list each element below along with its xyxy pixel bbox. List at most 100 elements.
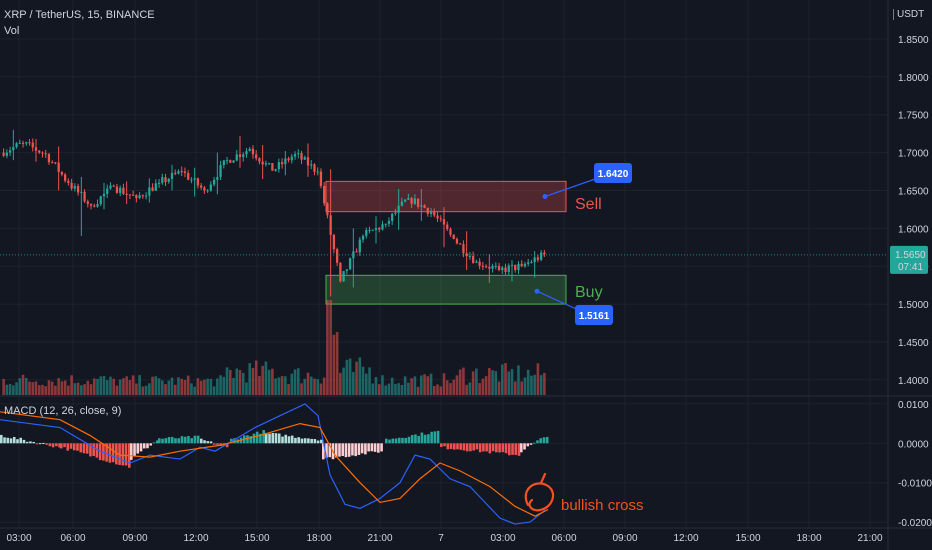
macd-histogram-bar (417, 435, 420, 444)
candle-body (12, 146, 15, 151)
candle-body (64, 174, 67, 181)
volume-bar (228, 369, 232, 395)
volume-bar (488, 368, 491, 395)
volume-bar (241, 372, 245, 395)
candle-body (89, 203, 93, 206)
candle-body (426, 207, 429, 214)
volume-bar (497, 381, 501, 395)
volume-bar (319, 383, 323, 395)
volume-bar (212, 386, 216, 395)
candle-body (222, 160, 225, 166)
macd-histogram-bar (307, 438, 310, 444)
volume-bar (180, 378, 184, 395)
macd-histogram-bar (271, 433, 275, 444)
volume-bar (429, 373, 433, 395)
volume-bar (436, 384, 439, 395)
macd-histogram-bar (183, 436, 187, 444)
macd-histogram-bar (72, 443, 76, 451)
candle-body (119, 187, 122, 193)
buy-zone[interactable] (325, 274, 567, 305)
candle-body (446, 224, 449, 230)
macd-histogram-bar (532, 442, 536, 444)
candle-body (504, 267, 507, 272)
macd-histogram-bar (69, 443, 73, 449)
volume-bar (526, 369, 530, 395)
currency-label[interactable]: USDT (893, 9, 924, 20)
macd-histogram-bar (360, 443, 364, 454)
candle-body (132, 194, 135, 196)
volume-bar (271, 368, 274, 395)
macd-histogram-bar (328, 443, 332, 458)
volume-bar (387, 383, 391, 395)
volume-bar (232, 377, 235, 395)
volume-bar (44, 386, 48, 395)
candle-body (268, 163, 271, 165)
candle-body (248, 148, 251, 152)
macd-histogram-bar (394, 438, 398, 444)
macd-histogram-bar (385, 438, 388, 444)
candle-body (258, 158, 261, 162)
macd-histogram-bar (22, 439, 26, 444)
macd-histogram-bar (410, 435, 414, 444)
buy-price-callout[interactable] (575, 305, 613, 325)
candle-body (510, 264, 514, 266)
macd-histogram-bar (344, 443, 348, 458)
macd-histogram-bar (539, 438, 543, 444)
volume-bar (216, 378, 219, 395)
price-axis[interactable]: 1.85001.80001.75001.70001.65001.60001.55… (898, 35, 929, 387)
macd-histogram-bar (82, 443, 86, 454)
macd-histogram-bar (55, 443, 58, 447)
volume-bar (374, 376, 378, 395)
macd-histogram-bar (193, 435, 197, 444)
symbol-title: XRP / TetherUS, 15, BINANCE (4, 9, 155, 21)
candle-body (491, 265, 494, 269)
volume-bar (523, 377, 527, 395)
candle-body (93, 205, 96, 207)
macd-histogram-bar (48, 443, 52, 447)
candle-body (21, 142, 25, 144)
candle-body (106, 188, 109, 194)
candle-body (277, 162, 280, 170)
candle-body (436, 215, 439, 219)
volume-bar (21, 374, 25, 395)
macd-histogram-bar (170, 436, 174, 444)
time-axis[interactable]: 03:00 06:00 09:00 12:00 15:00 18:00 21:00 7 03:0… (6, 533, 882, 544)
macd-histogram-bar (420, 432, 424, 444)
candle-body (76, 186, 80, 193)
macd-histogram-bar (187, 436, 190, 444)
candle-body (297, 153, 300, 155)
candle-body (28, 142, 31, 144)
volume-bar (309, 376, 313, 395)
volume-bar (57, 378, 60, 395)
macd-histogram-bar (427, 434, 430, 444)
candle-body (533, 257, 536, 263)
buy-price-callout-text: 1.5161 (579, 311, 610, 322)
candle-body (216, 176, 219, 180)
price-axis-tick: 1.8500 (898, 35, 929, 46)
last-price-value: 1.5650 (895, 250, 926, 261)
candle-body (459, 243, 462, 245)
macd-histogram-bar (58, 443, 61, 448)
candle-body (190, 179, 193, 181)
macd-histogram-bar (155, 440, 159, 444)
macd-histogram-bar (495, 443, 498, 453)
candle-body (203, 187, 206, 191)
candle-body (400, 201, 404, 206)
candle-body (407, 198, 410, 200)
volume-bar (190, 383, 193, 395)
time-axis-label: 18:00 (796, 533, 821, 544)
volume-bar (533, 374, 536, 395)
sell-price-callout[interactable] (594, 163, 632, 183)
candle-body (141, 195, 144, 197)
volume-bar (248, 363, 252, 395)
macd-histogram-bar (105, 443, 108, 462)
macd-axis[interactable]: 0.0100 0.0000 -0.0100 -0.0200 (898, 400, 932, 529)
macd-histogram-bar (121, 443, 125, 466)
volume-bar (199, 380, 203, 395)
sell-zone[interactable] (325, 180, 567, 213)
volume-bar (287, 384, 290, 395)
macd-histogram-bar (462, 443, 466, 451)
candle-body (196, 178, 200, 186)
volume-bar (225, 367, 229, 395)
